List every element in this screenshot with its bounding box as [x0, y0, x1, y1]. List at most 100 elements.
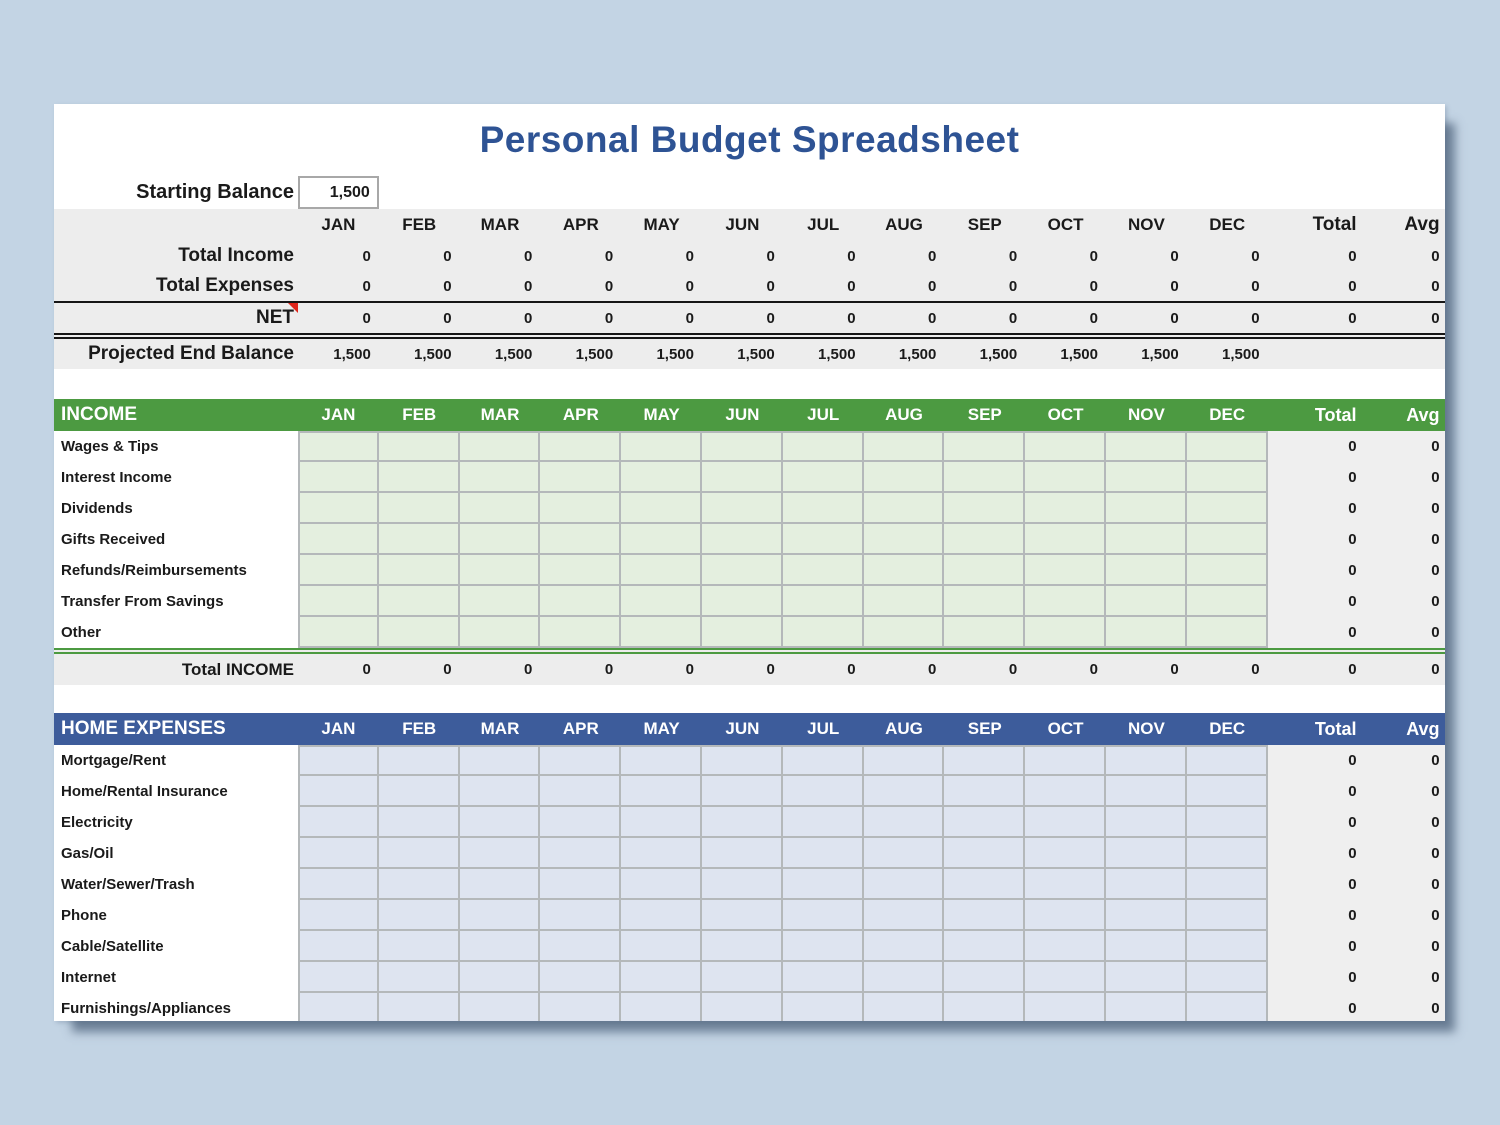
data-cell[interactable]	[1025, 807, 1106, 838]
data-cell[interactable]	[863, 993, 945, 1021]
data-cell[interactable]	[621, 617, 702, 648]
data-cell[interactable]	[782, 586, 864, 617]
data-cell[interactable]	[540, 900, 622, 931]
data-cell[interactable]	[1025, 869, 1106, 900]
data-cell[interactable]	[378, 586, 460, 617]
data-cell[interactable]	[621, 493, 702, 524]
data-cell[interactable]	[1186, 776, 1268, 807]
data-cell[interactable]	[621, 776, 702, 807]
data-cell[interactable]	[863, 807, 945, 838]
data-cell[interactable]	[1105, 745, 1187, 776]
data-cell[interactable]	[298, 745, 379, 776]
data-cell[interactable]	[701, 586, 783, 617]
data-cell[interactable]	[1025, 962, 1106, 993]
data-cell[interactable]	[1186, 431, 1268, 462]
data-cell[interactable]	[944, 993, 1026, 1021]
data-cell[interactable]	[701, 462, 783, 493]
data-cell[interactable]	[378, 931, 460, 962]
data-cell[interactable]	[1025, 900, 1106, 931]
data-cell[interactable]	[378, 869, 460, 900]
data-cell[interactable]	[621, 807, 702, 838]
data-cell[interactable]	[378, 745, 460, 776]
data-cell[interactable]	[1186, 869, 1268, 900]
data-cell[interactable]	[540, 745, 622, 776]
data-cell[interactable]	[944, 617, 1026, 648]
data-cell[interactable]	[863, 745, 945, 776]
data-cell[interactable]	[1186, 462, 1268, 493]
starting-balance-input[interactable]: 1,500	[298, 176, 379, 209]
data-cell[interactable]	[1105, 776, 1187, 807]
data-cell[interactable]	[298, 431, 379, 462]
data-cell[interactable]	[1186, 617, 1268, 648]
data-cell[interactable]	[378, 493, 460, 524]
data-cell[interactable]	[298, 962, 379, 993]
data-cell[interactable]	[1025, 745, 1106, 776]
data-cell[interactable]	[1025, 555, 1106, 586]
data-cell[interactable]	[540, 838, 622, 869]
data-cell[interactable]	[701, 745, 783, 776]
data-cell[interactable]	[378, 776, 460, 807]
data-cell[interactable]	[540, 524, 622, 555]
data-cell[interactable]	[1105, 555, 1187, 586]
data-cell[interactable]	[1186, 493, 1268, 524]
data-cell[interactable]	[944, 586, 1026, 617]
data-cell[interactable]	[1105, 431, 1187, 462]
data-cell[interactable]	[863, 931, 945, 962]
data-cell[interactable]	[1105, 838, 1187, 869]
data-cell[interactable]	[540, 807, 622, 838]
data-cell[interactable]	[298, 524, 379, 555]
data-cell[interactable]	[701, 869, 783, 900]
data-cell[interactable]	[782, 838, 864, 869]
data-cell[interactable]	[459, 586, 541, 617]
data-cell[interactable]	[298, 869, 379, 900]
data-cell[interactable]	[459, 838, 541, 869]
data-cell[interactable]	[944, 807, 1026, 838]
data-cell[interactable]	[944, 931, 1026, 962]
data-cell[interactable]	[1186, 993, 1268, 1021]
data-cell[interactable]	[1186, 586, 1268, 617]
data-cell[interactable]	[1105, 462, 1187, 493]
data-cell[interactable]	[540, 617, 622, 648]
data-cell[interactable]	[1186, 838, 1268, 869]
data-cell[interactable]	[378, 617, 460, 648]
data-cell[interactable]	[1025, 431, 1106, 462]
data-cell[interactable]	[944, 524, 1026, 555]
data-cell[interactable]	[298, 555, 379, 586]
data-cell[interactable]	[459, 555, 541, 586]
data-cell[interactable]	[1105, 524, 1187, 555]
data-cell[interactable]	[782, 462, 864, 493]
data-cell[interactable]	[782, 962, 864, 993]
data-cell[interactable]	[863, 462, 945, 493]
data-cell[interactable]	[1105, 807, 1187, 838]
data-cell[interactable]	[298, 993, 379, 1021]
data-cell[interactable]	[782, 493, 864, 524]
data-cell[interactable]	[621, 745, 702, 776]
data-cell[interactable]	[1025, 776, 1106, 807]
data-cell[interactable]	[944, 962, 1026, 993]
data-cell[interactable]	[621, 900, 702, 931]
data-cell[interactable]	[378, 962, 460, 993]
data-cell[interactable]	[782, 993, 864, 1021]
data-cell[interactable]	[782, 931, 864, 962]
data-cell[interactable]	[863, 838, 945, 869]
data-cell[interactable]	[782, 900, 864, 931]
data-cell[interactable]	[298, 776, 379, 807]
data-cell[interactable]	[944, 493, 1026, 524]
data-cell[interactable]	[701, 807, 783, 838]
data-cell[interactable]	[863, 617, 945, 648]
data-cell[interactable]	[540, 962, 622, 993]
data-cell[interactable]	[378, 838, 460, 869]
data-cell[interactable]	[782, 807, 864, 838]
data-cell[interactable]	[944, 838, 1026, 869]
data-cell[interactable]	[1105, 962, 1187, 993]
data-cell[interactable]	[701, 555, 783, 586]
data-cell[interactable]	[298, 493, 379, 524]
data-cell[interactable]	[1105, 993, 1187, 1021]
data-cell[interactable]	[701, 962, 783, 993]
data-cell[interactable]	[1186, 745, 1268, 776]
data-cell[interactable]	[540, 776, 622, 807]
data-cell[interactable]	[1025, 524, 1106, 555]
data-cell[interactable]	[701, 838, 783, 869]
data-cell[interactable]	[459, 776, 541, 807]
data-cell[interactable]	[782, 745, 864, 776]
